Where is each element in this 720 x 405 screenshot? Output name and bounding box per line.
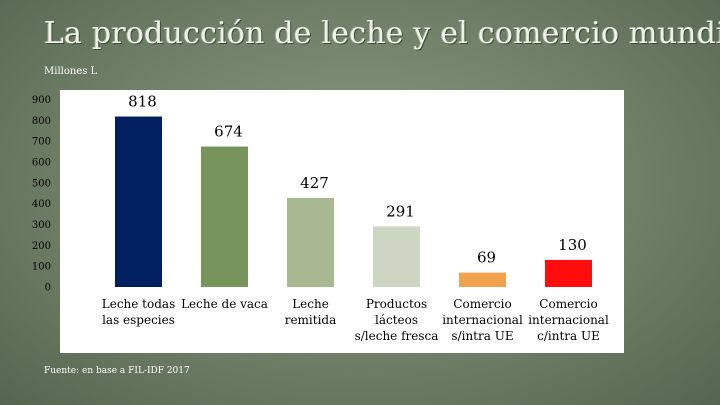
x-category-label: Leche xyxy=(292,297,329,311)
data-label: 674 xyxy=(214,123,243,141)
x-category-label: Comercio xyxy=(539,297,597,311)
y-tick-label: 800 xyxy=(32,116,51,127)
y-tick-label: 300 xyxy=(32,220,51,231)
data-label: 818 xyxy=(128,93,157,111)
x-category-label: Leche de vaca xyxy=(181,297,268,311)
y-tick-label: 100 xyxy=(32,262,51,273)
x-category-label: lácteos xyxy=(375,313,418,327)
x-category-label: internacional xyxy=(442,313,523,327)
bar-6 xyxy=(545,259,592,287)
y-tick-label: 500 xyxy=(32,178,51,189)
x-category-label: remitida xyxy=(285,313,337,327)
x-category-label: Productos xyxy=(366,297,427,311)
y-tick-label: 600 xyxy=(32,157,51,168)
data-label: 291 xyxy=(386,202,415,220)
bar-4 xyxy=(373,226,420,287)
data-label: 427 xyxy=(300,174,329,192)
x-category-label: s/leche fresca xyxy=(355,329,439,343)
data-label: 130 xyxy=(558,236,587,254)
x-category-label: las especies xyxy=(102,313,175,327)
x-category-label: s/intra UE xyxy=(451,329,513,343)
bar-2 xyxy=(201,146,248,287)
bar-chart: 0 100 200 300 400 500 600 700 800 900 818 Leche tod… xyxy=(32,93,609,343)
source-note: Fuente: en base a FIL-IDF 2017 xyxy=(44,366,190,376)
y-tick-label: 200 xyxy=(32,241,51,252)
slide-title: La producción de leche y el comercio mun… xyxy=(44,16,720,51)
chart-panel: 0 100 200 300 400 500 600 700 800 900 818 Leche tod… xyxy=(32,90,624,353)
bar-3 xyxy=(287,198,334,287)
y-tick-label: 900 xyxy=(32,95,51,106)
y-tick-label: 400 xyxy=(32,199,51,210)
data-label: 69 xyxy=(477,249,496,267)
x-category-label: internacional xyxy=(528,313,609,327)
y-axis-unit-label: Millones L xyxy=(44,66,98,77)
x-category-label: Comercio xyxy=(453,297,511,311)
bar-5 xyxy=(459,272,506,287)
x-category-label: c/intra UE xyxy=(537,329,600,343)
x-category-label: Leche todas xyxy=(102,297,175,311)
y-tick-label: 700 xyxy=(32,137,51,148)
bar-1 xyxy=(115,116,162,287)
y-tick-label: 0 xyxy=(45,283,51,294)
